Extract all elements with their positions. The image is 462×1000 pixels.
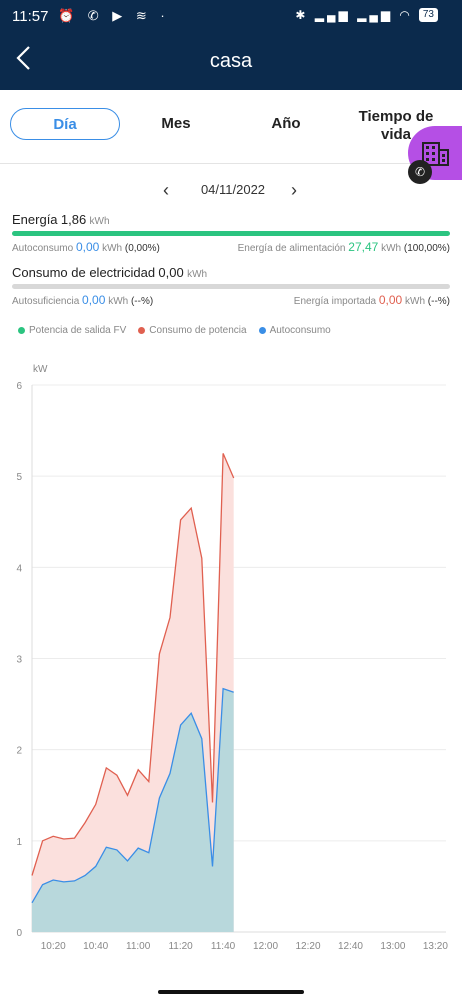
y-tick-label: 3 bbox=[16, 655, 22, 666]
series-area-1 bbox=[32, 688, 234, 932]
autosuficiencia-value: 0,00 bbox=[82, 293, 106, 307]
legend-label-autoconsumo: Autoconsumo bbox=[269, 325, 331, 336]
system-nav-bar bbox=[0, 972, 462, 1000]
status-time: 11:57 bbox=[12, 8, 49, 25]
legend-dot-autoconsumo bbox=[258, 327, 266, 334]
energy-details: Autoconsumo 0,00 kWh (0,00%) Energía de … bbox=[12, 240, 450, 254]
x-tick-label: 12:00 bbox=[253, 941, 278, 952]
series-line-0 bbox=[31, 453, 235, 876]
y-tick-label: 6 bbox=[16, 381, 22, 392]
energy-summary: Energía 1,86 kWh bbox=[12, 212, 450, 227]
consumption-progress-bar bbox=[12, 284, 450, 289]
autosuficiencia-label: Autosuficiencia bbox=[12, 296, 80, 307]
app-bar: casa bbox=[0, 34, 462, 90]
autoconsumo-unit: kWh bbox=[102, 243, 123, 254]
current-date[interactable]: 04/11/2022 bbox=[200, 182, 266, 197]
y-tick-label: 1 bbox=[16, 837, 22, 848]
chart-legend: Potencia de salida FV Consumo de potenci… bbox=[18, 325, 331, 336]
x-tick-label: 11:00 bbox=[126, 941, 151, 952]
tab-mes[interactable]: Mes bbox=[161, 115, 191, 132]
importada-value: 0,00 bbox=[378, 293, 403, 307]
chevron-right-icon[interactable]: › bbox=[291, 180, 297, 200]
x-tick-label: 11:20 bbox=[168, 941, 193, 952]
importada-label: Energía importada bbox=[293, 296, 377, 307]
consumption-details: Autosuficiencia 0,00 kWh (--%) Energía i… bbox=[12, 293, 450, 307]
home-handle[interactable] bbox=[158, 990, 304, 994]
autosuficiencia-unit: kWh bbox=[108, 296, 129, 307]
legend-label-fv: Potencia de salida FV bbox=[29, 325, 127, 336]
back-arrow-icon[interactable] bbox=[14, 44, 46, 80]
legend-dot-consumo bbox=[138, 327, 146, 334]
x-tick-label: 12:20 bbox=[295, 941, 320, 952]
autoconsumo-label: Autoconsumo bbox=[12, 243, 74, 254]
status-bar: 11:57 ⏰ ✆ ▶ ≋ · ✱ ▂▄▆ ▂▄▆ ◠ 73 bbox=[0, 0, 462, 34]
legend-item-fv[interactable]: Potencia de salida FV bbox=[18, 325, 126, 336]
importada-unit: kWh bbox=[405, 296, 425, 307]
tab-tiempo-de-vida[interactable]: Tiempo de vida bbox=[356, 108, 436, 143]
legend-item-consumo[interactable]: Consumo de potencia bbox=[138, 325, 247, 336]
autosuficiencia-pct: (--%) bbox=[130, 296, 154, 307]
alimentacion-label: Energía de alimentación bbox=[237, 243, 346, 254]
x-tick-label: 12:40 bbox=[338, 941, 363, 952]
x-tick-label: 13:20 bbox=[423, 941, 448, 952]
importada-pct: (--%) bbox=[427, 296, 450, 307]
power-chart: 0 1 2 3 4 5 6 kW 10:20 10:40 11:00 11:20 11:40 12:00 1… bbox=[16, 364, 448, 952]
x-tick-label: 10:20 bbox=[41, 941, 66, 952]
tab-tiempo-line1: Tiempo de bbox=[358, 108, 434, 125]
legend-item-autoconsumo[interactable]: Autoconsumo bbox=[258, 325, 331, 336]
page-title: casa bbox=[209, 50, 253, 72]
energy-progress-bar bbox=[12, 231, 450, 236]
chevron-left-icon[interactable]: ‹ bbox=[163, 180, 169, 200]
energy-value: 1,86 bbox=[60, 212, 87, 227]
y-tick-label: 2 bbox=[16, 746, 22, 757]
period-tabs: Día Mes Año Tiempo de vida bbox=[0, 90, 462, 164]
consumption-value: 0,00 bbox=[158, 265, 184, 280]
legend-label-consumo: Consumo de potencia bbox=[149, 325, 247, 336]
alimentacion-pct: (100,00%) bbox=[403, 243, 450, 254]
y-tick-label: 0 bbox=[16, 928, 22, 939]
notification-icons: ⏰ ✆ ▶ ≋ · bbox=[58, 8, 170, 23]
consumption-unit: kWh bbox=[187, 269, 208, 280]
y-tick-label: 5 bbox=[16, 472, 22, 483]
energy-label: Energía bbox=[12, 212, 58, 227]
tab-dia[interactable]: Día bbox=[10, 108, 120, 140]
tab-ano[interactable]: Año bbox=[271, 115, 301, 132]
legend-dot-fv bbox=[18, 327, 25, 334]
building-fab[interactable]: ✆ bbox=[408, 126, 462, 184]
energy-unit: kWh bbox=[89, 216, 110, 227]
consumption-label: Consumo de electricidad bbox=[12, 265, 156, 280]
autoconsumo-value: 0,00 bbox=[75, 240, 100, 254]
autoconsumo-pct: (0,00%) bbox=[124, 243, 160, 254]
alimentacion-unit: kWh bbox=[381, 243, 402, 254]
y-tick-label: 4 bbox=[16, 563, 22, 574]
phone-icon[interactable]: ✆ bbox=[408, 160, 432, 184]
battery-icon: 73 bbox=[418, 8, 438, 22]
date-selector: ‹ 04/11/2022 › bbox=[0, 178, 462, 204]
x-tick-label: 10:40 bbox=[83, 941, 108, 952]
x-tick-label: 11:40 bbox=[211, 941, 236, 952]
x-tick-label: 13:00 bbox=[380, 941, 405, 952]
consumption-summary: Consumo de electricidad 0,00 kWh bbox=[12, 265, 450, 280]
alimentacion-value: 27,47 bbox=[348, 240, 379, 254]
signal-wifi-icons: ✱ ▂▄▆ ▂▄▆ ◠ bbox=[295, 8, 413, 22]
tab-tiempo-line2: vida bbox=[380, 126, 411, 143]
system-icons: ✱ ▂▄▆ ▂▄▆ ◠ 73 bbox=[295, 8, 438, 22]
building-icon bbox=[422, 142, 449, 166]
series-line-1 bbox=[31, 687, 234, 904]
y-axis-unit-label: kW bbox=[33, 364, 48, 375]
